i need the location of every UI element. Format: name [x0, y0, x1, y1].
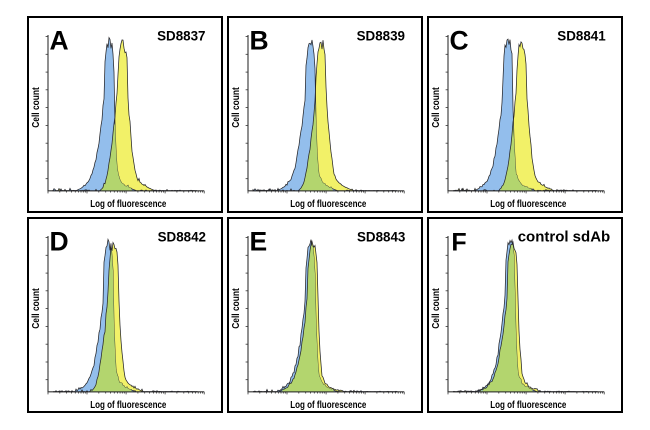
svg-text:Log of fluorescence: Log of fluorescence [90, 199, 167, 210]
svg-text:Log of fluorescence: Log of fluorescence [90, 400, 167, 411]
svg-text:Log of fluorescence: Log of fluorescence [290, 199, 367, 210]
svg-text:Cell count: Cell count [231, 87, 242, 128]
svg-text:A: A [50, 26, 69, 56]
svg-text:B: B [249, 26, 268, 56]
svg-text:SD8841: SD8841 [557, 29, 606, 44]
svg-text:Log of fluorescence: Log of fluorescence [290, 400, 367, 411]
svg-text:control sdAb: control sdAb [517, 228, 610, 245]
svg-text:E: E [249, 226, 267, 256]
svg-text:SD8843: SD8843 [357, 229, 405, 244]
svg-text:Cell count: Cell count [231, 287, 242, 328]
svg-text:Cell count: Cell count [31, 287, 42, 328]
svg-text:Log of fluorescence: Log of fluorescence [490, 199, 567, 210]
svg-text:SD8842: SD8842 [158, 229, 206, 244]
svg-text:Cell count: Cell count [430, 287, 441, 328]
svg-text:Log of fluorescence: Log of fluorescence [490, 400, 567, 411]
svg-text:Cell count: Cell count [430, 87, 441, 128]
svg-text:SD8837: SD8837 [157, 29, 205, 44]
svg-text:D: D [50, 226, 69, 256]
svg-text:Cell count: Cell count [31, 87, 42, 128]
svg-text:C: C [449, 26, 468, 56]
svg-text:SD8839: SD8839 [356, 29, 404, 44]
svg-text:F: F [451, 228, 466, 256]
